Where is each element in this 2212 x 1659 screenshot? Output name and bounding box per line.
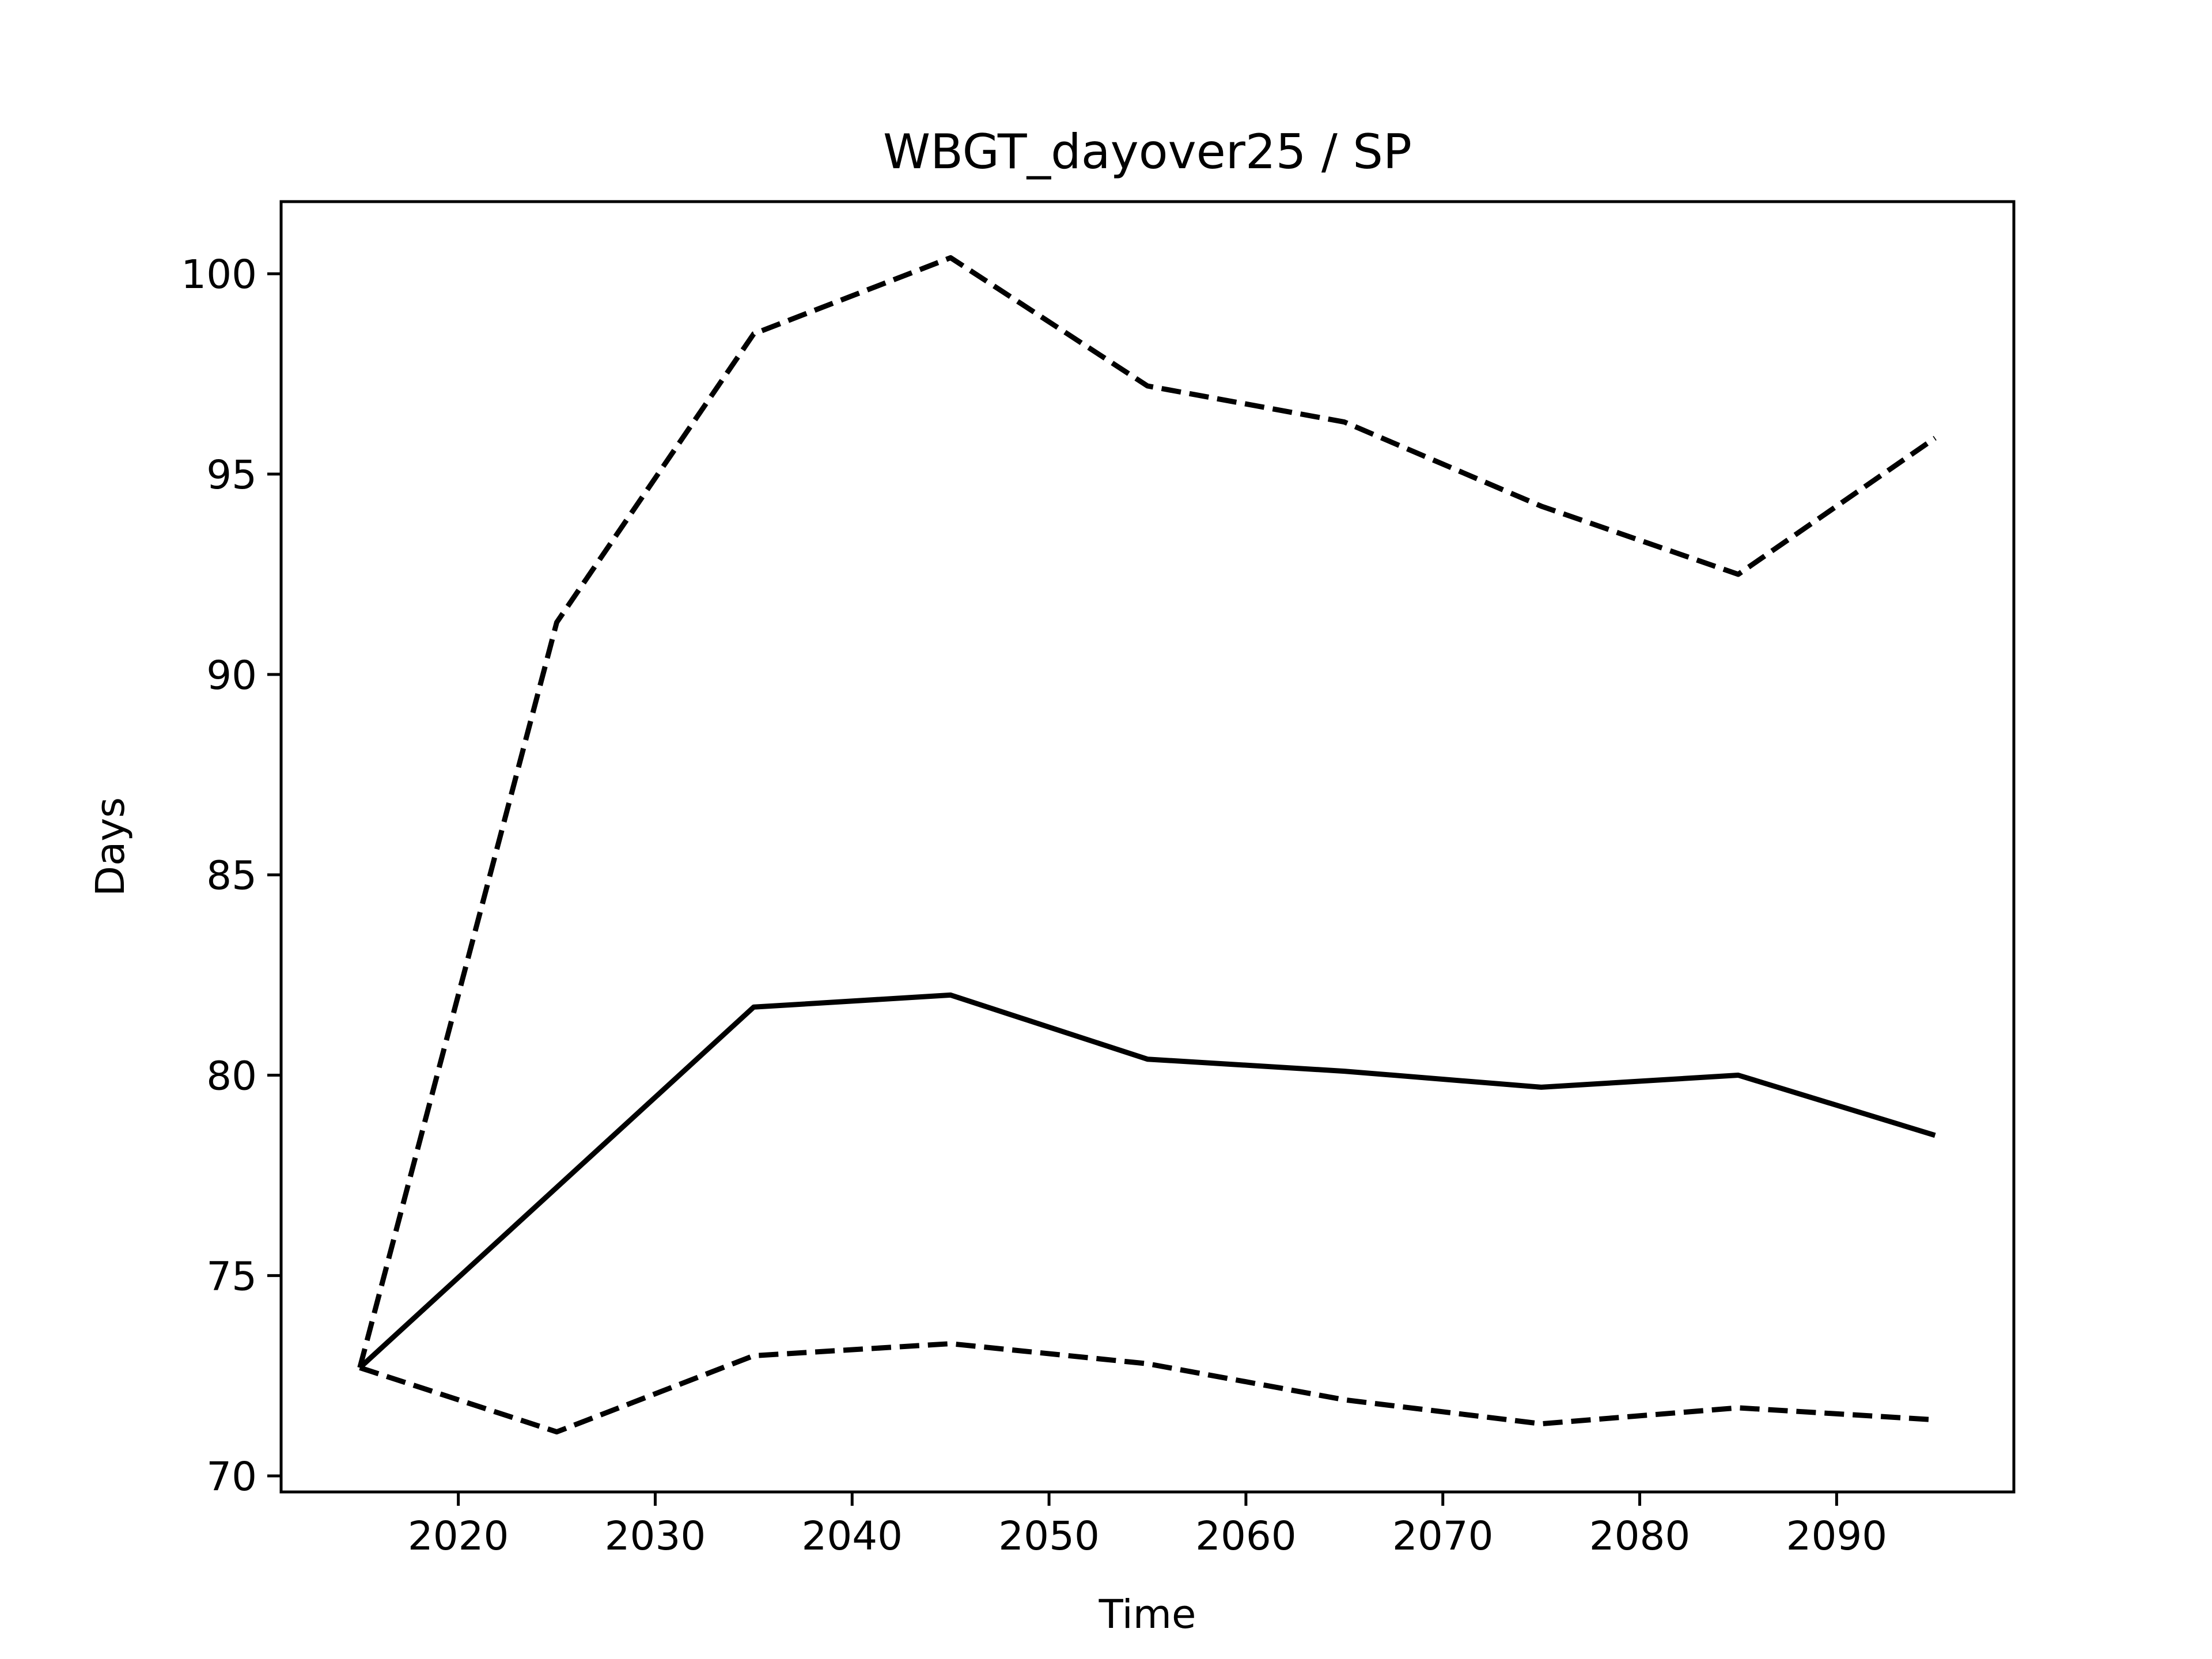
y-tick-label: 70: [206, 1454, 257, 1500]
y-tick-label: 80: [206, 1054, 257, 1100]
x-axis-label: Time: [1099, 1592, 1196, 1638]
x-tick-label: 2080: [1589, 1513, 1691, 1559]
y-tick-label: 90: [206, 653, 257, 699]
x-tick-label: 2090: [1786, 1513, 1888, 1559]
plot-series: [357, 255, 1937, 1435]
y-tick-label: 95: [206, 452, 257, 498]
x-tick-label: 2040: [801, 1513, 903, 1559]
x-tick-label: 2070: [1392, 1513, 1494, 1559]
y-tick-label: 75: [206, 1253, 257, 1300]
x-tick-label: 2050: [998, 1513, 1100, 1559]
y-tick-label: 100: [181, 252, 257, 298]
x-tick-label: 2020: [408, 1513, 509, 1559]
series-line-dashed-1: [357, 255, 1937, 1369]
series-line-dashed-2: [359, 1341, 1936, 1435]
plot-frame: [279, 200, 2016, 1494]
y-axis: 70 75 80 85 90 95 100: [181, 252, 281, 1500]
series-line-solid: [358, 992, 1936, 1370]
x-axis: 2020 2030 2040 2050 2060 2070 2080 2090: [408, 1492, 1887, 1559]
chart-title: WBGT_dayover25 / SP: [883, 124, 1412, 180]
y-tick-label: 85: [206, 853, 257, 899]
x-tick-label: 2060: [1195, 1513, 1297, 1559]
y-axis-label: Days: [88, 797, 134, 896]
x-tick-label: 2030: [605, 1513, 706, 1559]
